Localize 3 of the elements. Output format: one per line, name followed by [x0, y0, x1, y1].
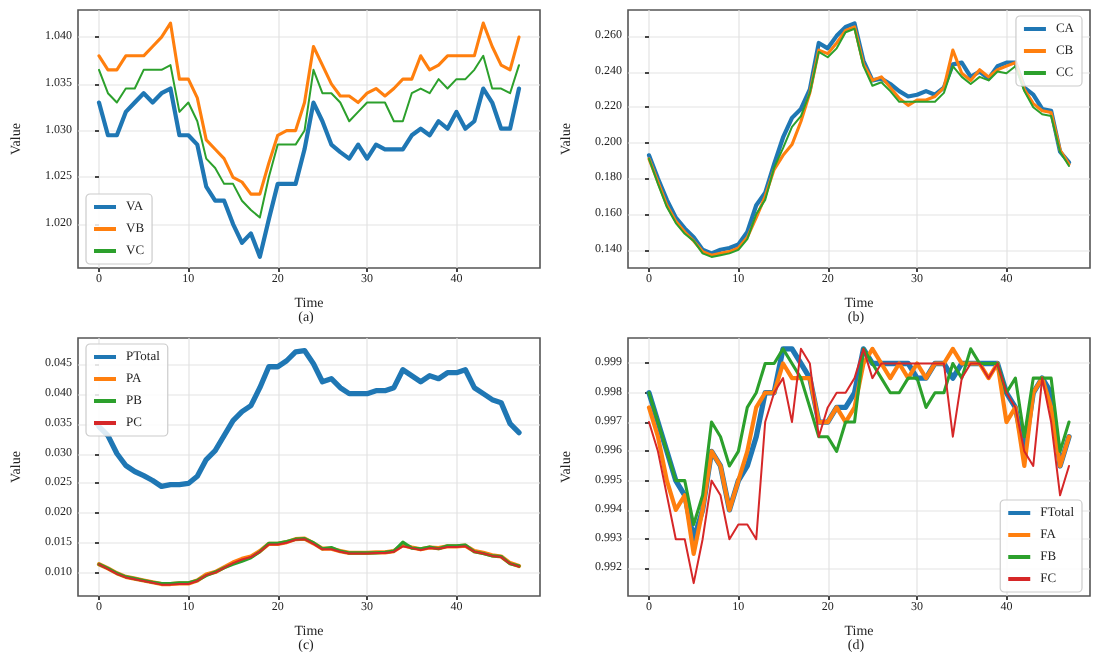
- line-series: [97, 21, 521, 196]
- line-series: [98, 54, 520, 219]
- line-series: [96, 86, 522, 259]
